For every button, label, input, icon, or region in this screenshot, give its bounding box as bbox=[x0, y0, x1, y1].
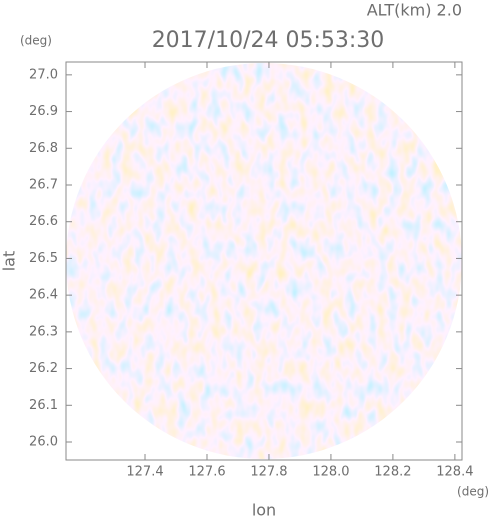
y-tick-label: 26.9 bbox=[29, 104, 58, 119]
y-tick-label: 26.3 bbox=[29, 324, 58, 339]
y-tick-label: 26.5 bbox=[29, 251, 58, 266]
y-unit: (deg) bbox=[20, 34, 52, 48]
y-tick-label: 26.8 bbox=[29, 141, 58, 156]
y-tick-label: 26.7 bbox=[29, 177, 58, 192]
plot-frame bbox=[65, 61, 463, 461]
x-tick-label: 128.4 bbox=[436, 465, 473, 480]
y-label: lat bbox=[0, 251, 19, 272]
x-tick-label: 127.4 bbox=[126, 465, 163, 480]
x-unit: (deg) bbox=[457, 485, 489, 499]
x-tick-label: 128.2 bbox=[374, 465, 411, 480]
y-tick-label: 26.0 bbox=[29, 435, 58, 450]
y-tick-label: 26.2 bbox=[29, 361, 58, 376]
y-tick-label: 27.0 bbox=[29, 67, 58, 82]
x-tick-label: 127.8 bbox=[250, 465, 287, 480]
y-tick-label: 26.4 bbox=[29, 288, 58, 303]
y-tick-label: 26.1 bbox=[29, 398, 58, 413]
altitude: ALT(km) 2.0 bbox=[367, 1, 462, 20]
x-tick-label: 127.6 bbox=[188, 465, 225, 480]
y-tick-label: 26.6 bbox=[29, 214, 58, 229]
x-tick-label: 128.0 bbox=[312, 465, 349, 480]
chart-title: 2017/10/24 05:53:30 bbox=[152, 28, 385, 53]
x-label: lon bbox=[252, 501, 276, 520]
radar-echo bbox=[66, 63, 462, 459]
